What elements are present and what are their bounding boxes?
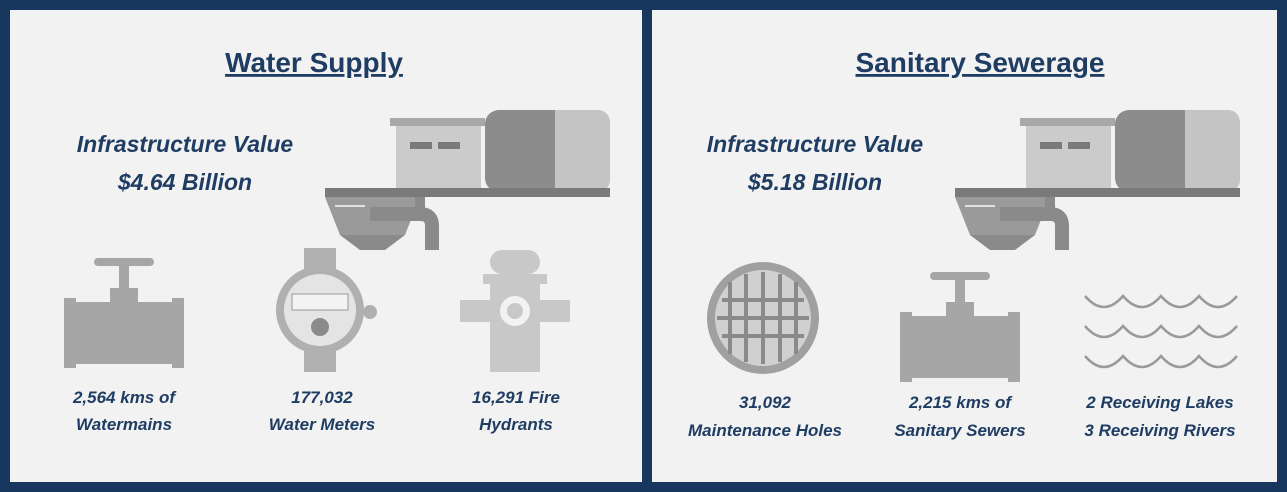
item-line: 2 Receiving Lakes <box>1085 393 1233 412</box>
panel-title: Water Supply <box>225 47 403 78</box>
water-panel <box>10 10 642 482</box>
item-line: 16,291 Fire <box>472 388 560 407</box>
item-line: 3 Receiving Rivers <box>1084 421 1235 440</box>
item-line: Sanitary Sewers <box>894 421 1025 440</box>
item-line: Maintenance Holes <box>688 421 842 440</box>
item-line: 177,032 <box>291 388 353 407</box>
item-line: Water Meters <box>269 415 375 434</box>
value-label: Infrastructure Value <box>707 131 924 157</box>
value-label: Infrastructure Value <box>77 131 294 157</box>
item-line: 31,092 <box>739 393 792 412</box>
item-line: 2,564 kms of <box>72 388 177 407</box>
item-line: Hydrants <box>479 415 553 434</box>
manhole-icon <box>707 262 819 374</box>
value: $5.18 Billion <box>747 169 882 195</box>
infographic: Water Supply Infrastructure Value $4.64 … <box>0 0 1287 492</box>
value: $4.64 Billion <box>117 169 252 195</box>
item-line: 2,215 kms of <box>908 393 1013 412</box>
panel-title: Sanitary Sewerage <box>855 47 1104 78</box>
item-line: Watermains <box>76 415 172 434</box>
